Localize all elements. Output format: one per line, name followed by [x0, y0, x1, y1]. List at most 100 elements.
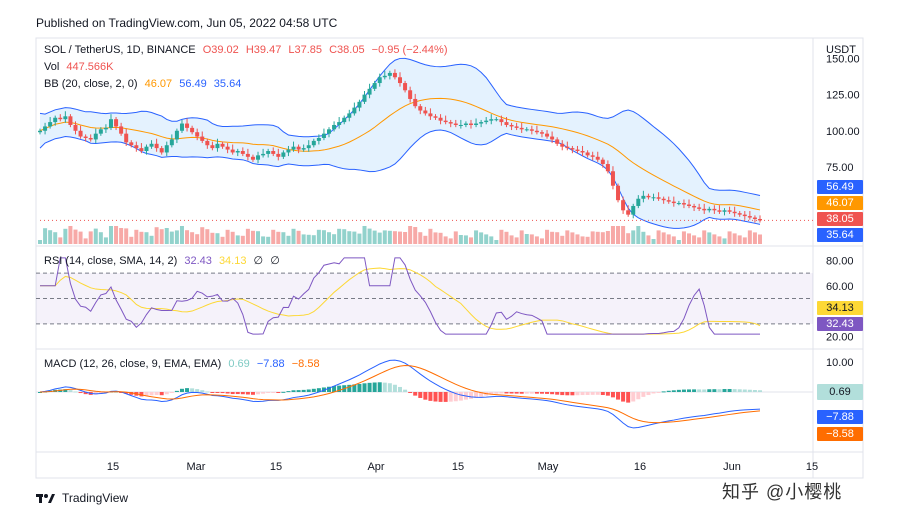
macd-hist-bar — [519, 392, 524, 394]
bb-legend: BB (20, close, 2, 0) 46.07 56.49 35.64 — [44, 78, 245, 90]
volume-bar — [230, 231, 235, 244]
macd-hist-bar — [692, 389, 697, 392]
volume-bar — [179, 226, 184, 244]
candle-body — [676, 203, 681, 205]
macd-hist-bar — [119, 392, 124, 393]
volume-bar — [235, 235, 240, 244]
candle-body — [545, 133, 550, 137]
volume-bar — [448, 238, 453, 244]
volume-bar — [580, 236, 585, 244]
volume-bar — [727, 231, 732, 244]
candle-body — [266, 151, 271, 154]
symbol-label: SOL / TetherUS, 1D, BINANCE — [44, 44, 196, 56]
macd-hist-bar — [570, 392, 575, 396]
candle-body — [362, 94, 367, 102]
candle-body — [235, 151, 240, 153]
macd-pane — [36, 359, 813, 429]
time-tick-label: 15 — [452, 461, 464, 473]
volume-bar — [93, 228, 98, 244]
macd-hist-bar — [403, 389, 408, 392]
macd-hist-bar — [159, 392, 164, 396]
candle-body — [245, 153, 250, 157]
time-tick-label: Mar — [187, 461, 206, 473]
candle-body — [200, 136, 205, 141]
macd-hist-bar — [550, 392, 555, 395]
candle-body — [210, 145, 215, 149]
macd-hist-bar — [250, 392, 255, 395]
candle-body — [697, 207, 702, 209]
candle-body — [98, 129, 103, 134]
axes: 150.00 125.00 100.00 75.00 80.00 60.00 20.00 10… — [107, 53, 860, 473]
candle-body — [230, 149, 235, 153]
candle-body — [225, 146, 230, 150]
candle-body — [68, 116, 73, 125]
macd-hist-bar — [641, 392, 646, 397]
macd-hist-bar — [195, 389, 200, 392]
candle-body — [296, 146, 301, 150]
volume-bar — [245, 228, 250, 244]
volume-bar — [692, 235, 697, 244]
candle-body — [727, 210, 732, 212]
candle-body — [737, 213, 742, 215]
candle-body — [524, 129, 529, 131]
candle-body — [570, 148, 575, 150]
candle-body — [256, 155, 261, 160]
volume-bar — [484, 234, 489, 244]
volume-bar — [321, 230, 326, 244]
candle-body — [504, 122, 509, 125]
macd-hist-bar — [681, 389, 686, 392]
candle-body — [742, 214, 747, 217]
volume-bar — [129, 236, 134, 244]
bb-upper-line — [39, 57, 761, 196]
macd-line-tag: −7.88 — [817, 410, 863, 424]
volume-bar — [372, 230, 377, 244]
volume-bar — [88, 231, 93, 244]
macd-hist-bar — [565, 392, 570, 396]
macd-hist-bar — [468, 392, 473, 399]
volume-bar — [286, 235, 291, 244]
candle-body — [681, 203, 686, 205]
macd-hist-bar — [306, 389, 311, 392]
bb-fill — [40, 58, 760, 229]
volume-bar — [316, 229, 321, 244]
macd-hist-bar — [205, 391, 210, 393]
candle-body — [281, 152, 286, 157]
macd-hist-bar — [555, 392, 560, 395]
candle-body — [560, 143, 565, 147]
volume-bar — [413, 227, 418, 244]
macd-hist-bar — [301, 389, 306, 392]
macd-hist-bar — [560, 392, 565, 396]
volume-bar — [291, 228, 296, 244]
macd-hist-bar — [347, 384, 352, 392]
rsi-label: RSI (14, close, SMA, 14, 2) — [44, 255, 178, 267]
macd-hist-bar — [651, 392, 656, 394]
volume-bar — [661, 232, 666, 244]
macd-hist-bar — [580, 392, 585, 396]
volume-bar — [119, 228, 124, 244]
candle-body — [139, 148, 144, 152]
macd-hist-bar — [352, 384, 357, 392]
candle-body — [646, 195, 651, 198]
candle-body — [752, 217, 757, 219]
candle-body — [271, 151, 276, 154]
rsi-pane — [36, 257, 813, 335]
macd-hist-bar — [509, 392, 514, 394]
candle-body — [458, 124, 463, 126]
candle-body — [174, 130, 179, 140]
macd-hist-bar — [453, 392, 458, 402]
tradingview-footer[interactable]: TradingView — [36, 491, 128, 505]
candle-body — [484, 120, 489, 123]
candle-body — [342, 117, 347, 123]
macd-hist-bar — [98, 392, 103, 394]
macd-hist-bar — [717, 389, 722, 392]
macd-hist-bar — [124, 392, 129, 394]
rsi-value: 32.43 — [184, 255, 212, 267]
macd-hist-bar — [534, 392, 539, 394]
time-tick-label: Apr — [367, 461, 384, 473]
volume-bar — [453, 231, 458, 244]
candle-body — [58, 117, 63, 120]
candle-body — [286, 149, 291, 153]
macd-hist-bar — [225, 392, 230, 394]
candle-body — [276, 153, 281, 157]
